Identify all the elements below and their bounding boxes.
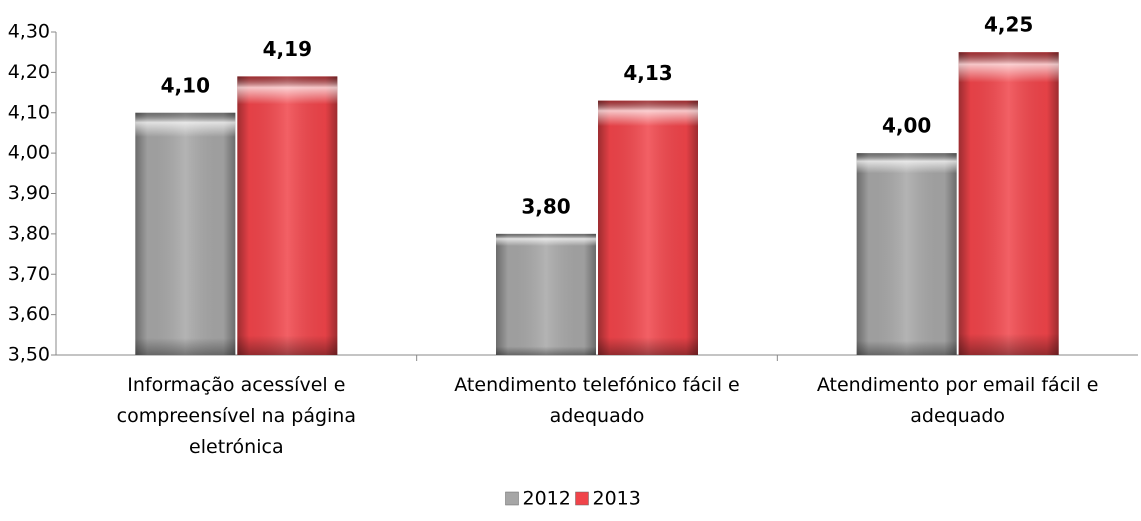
- y-tick-label: 3,80: [8, 222, 50, 244]
- y-tick-label: 4,10: [8, 101, 50, 123]
- y-tick-label: 4,30: [8, 21, 50, 43]
- bar-shade: [958, 52, 1059, 355]
- data-label: 3,80: [521, 194, 570, 218]
- y-tick-label: 3,70: [8, 263, 50, 285]
- y-tick-label: 4,20: [8, 61, 50, 83]
- legend-swatch: [505, 491, 519, 506]
- y-tick-label: 4,00: [8, 142, 50, 164]
- legend-swatch: [575, 491, 589, 506]
- bar-shade: [598, 100, 698, 355]
- data-label: 4,13: [623, 61, 672, 85]
- bar-shade: [496, 233, 596, 355]
- x-tick-label: Atendimento por email fácil e adequado: [816, 374, 1099, 427]
- legend-label: 2012: [523, 488, 571, 510]
- y-tick-label: 3,60: [8, 303, 50, 325]
- bar-shade: [856, 153, 957, 355]
- legend-label: 2013: [593, 488, 641, 510]
- y-tick-label: 3,90: [8, 182, 50, 204]
- x-tick-label: Atendimento telefónico fácil e adequado: [454, 374, 740, 427]
- x-tick-label: Informação acessível e compreensível na …: [116, 374, 356, 458]
- data-label: 4,10: [161, 73, 210, 97]
- bar-shade: [237, 76, 338, 355]
- data-label: 4,00: [882, 114, 931, 138]
- bar-shade: [135, 112, 236, 355]
- y-tick-label: 3,50: [8, 344, 50, 366]
- data-label: 4,19: [263, 37, 312, 61]
- data-label: 4,25: [984, 13, 1033, 37]
